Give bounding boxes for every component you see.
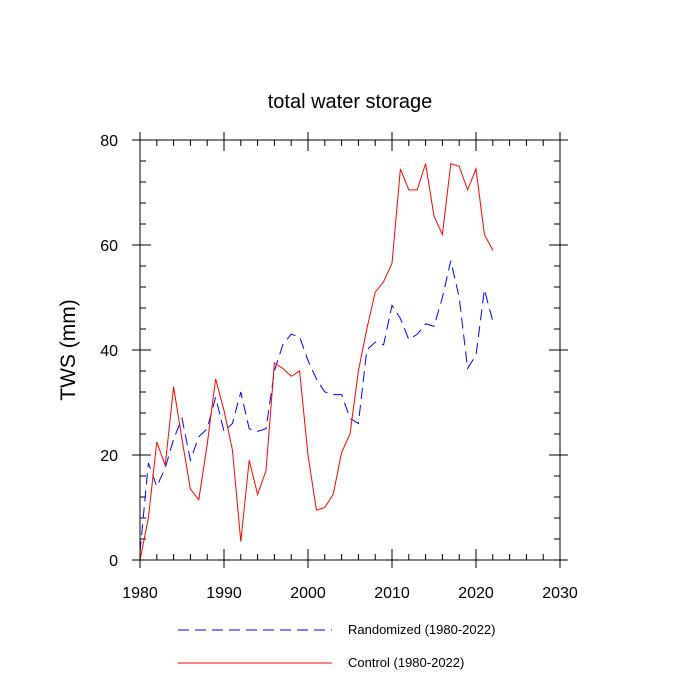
- x-tick-label: 1980: [122, 585, 158, 602]
- y-tick-label: 0: [109, 553, 118, 570]
- x-tick-label: 2000: [290, 585, 326, 602]
- legend: Randomized (1980-2022) Control (1980-202…: [178, 622, 495, 670]
- y-tick-label: 60: [100, 238, 118, 255]
- x-tick-label: 2020: [458, 585, 494, 602]
- series-line-randomized: [139, 260, 494, 553]
- series-line-control: [139, 162, 494, 561]
- y-tick-label: 20: [100, 448, 118, 465]
- y-axis-label: TWS (mm): [57, 299, 80, 400]
- legend-label-randomized: Randomized (1980-2022): [348, 622, 495, 637]
- legend-label-control: Control (1980-2022): [348, 655, 464, 670]
- x-tick-label: 2010: [374, 585, 410, 602]
- plot-frame: [139, 139, 561, 561]
- y-tick-label: 80: [100, 133, 118, 150]
- series-lines: [139, 162, 494, 561]
- y-tick-label: 40: [100, 343, 118, 360]
- chart-title: total water storage: [268, 91, 433, 113]
- x-tick-label: 1990: [206, 585, 242, 602]
- axis-ticks: 1980 1990 2000 2010 2020 2030 0 20 40 60 80: [100, 132, 578, 602]
- x-tick-label: 2030: [542, 585, 578, 602]
